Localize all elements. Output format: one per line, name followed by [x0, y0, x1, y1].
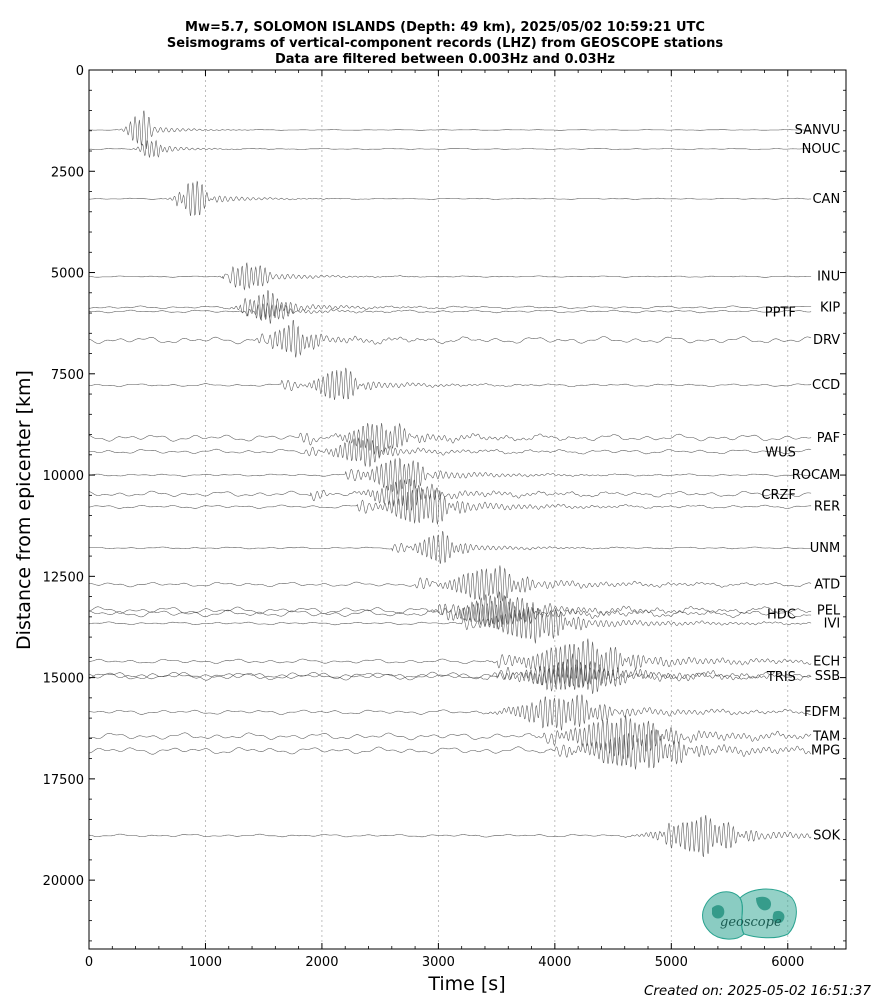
trace-hdc — [88, 596, 812, 627]
x-tick-label: 2000 — [305, 955, 338, 970]
trace-kip — [89, 290, 812, 325]
axis-ticks: 0 1000 2000 3000 4000 5000 6000 0 2500 5000 7500 10… — [43, 64, 846, 970]
y-tick-label: 2500 — [51, 165, 84, 180]
trace-ssb — [89, 653, 812, 694]
y-tick-label: 5000 — [51, 267, 84, 282]
x-axis-label: Time [s] — [427, 973, 505, 995]
trace-wus — [88, 437, 812, 468]
continents-icon — [712, 896, 785, 924]
station-label-ccd: CCD — [812, 378, 840, 393]
x-tick-label: 5000 — [655, 955, 688, 970]
station-label-rer: RER — [814, 500, 840, 515]
trace-unm — [89, 530, 812, 564]
station-label-ssb: SSB — [815, 669, 840, 684]
x-tick-label: 3000 — [422, 955, 455, 970]
station-label-fdfm: FDFM — [804, 705, 840, 720]
station-label-wus: WUS — [765, 446, 796, 461]
trace-tris — [88, 662, 812, 689]
trace-rer — [88, 487, 812, 525]
geoscope-logo: geoscope — [702, 888, 797, 940]
y-tick-label: 17500 — [43, 773, 84, 788]
trace-drv — [89, 319, 812, 358]
station-label-ech: ECH — [813, 654, 840, 669]
chart-title-line-3: Data are filtered between 0.003Hz and 0.… — [275, 52, 615, 67]
station-label-hdc: HDC — [767, 608, 796, 623]
trace-tam — [88, 715, 812, 760]
station-label-ivi: IVI — [824, 616, 841, 631]
y-tick-label: 7500 — [51, 368, 84, 383]
trace-crzf — [88, 478, 812, 511]
y-tick-label: 15000 — [43, 672, 84, 687]
station-label-can: CAN — [812, 192, 840, 207]
trace-nouc — [89, 139, 812, 159]
station-label-pptf: PPTF — [765, 305, 796, 320]
trace-rocam — [89, 457, 812, 495]
trace-ivi — [88, 602, 812, 644]
station-labels: SANVU NOUC CAN INU KIP PPTF DRV CCD PAF WUS ROCAM C… — [761, 123, 841, 844]
plot-frame — [88, 69, 847, 950]
station-label-unm: UNM — [810, 541, 840, 556]
station-label-inu: INU — [817, 270, 840, 285]
y-axis-label: Distance from epicenter [km] — [13, 370, 35, 650]
station-label-paf: PAF — [817, 431, 840, 446]
station-label-drv: DRV — [813, 333, 840, 348]
globe-right-icon — [739, 888, 797, 939]
chart-title-line-1: Mw=5.7, SOLOMON ISLANDS (Depth: 49 km), … — [185, 20, 705, 35]
trace-can — [89, 180, 812, 217]
y-tick-label: 10000 — [43, 469, 84, 484]
y-tick-label: 20000 — [43, 874, 84, 889]
seismogram-traces — [88, 110, 812, 857]
trace-ech — [89, 638, 812, 685]
y-tick-label: 12500 — [43, 570, 84, 585]
trace-ccd — [88, 367, 812, 400]
station-label-kip: KIP — [820, 300, 840, 315]
x-tick-label: 1000 — [189, 955, 222, 970]
station-label-tris: TRIS — [766, 670, 796, 685]
station-label-sok: SOK — [813, 829, 840, 844]
grid-lines — [205, 70, 789, 949]
x-tick-label: 0 — [85, 955, 93, 970]
trace-sok — [88, 814, 812, 857]
station-label-pel: PEL — [817, 603, 841, 618]
y-tick-label: 0 — [76, 64, 84, 79]
trace-atd — [89, 565, 812, 602]
x-tick-label: 6000 — [771, 955, 804, 970]
trace-fdfm — [88, 694, 812, 731]
created-on-text: Created on: 2025-05-02 16:51:37 — [644, 983, 871, 999]
station-label-rocam: ROCAM — [792, 468, 840, 483]
station-label-sanvu: SANVU — [795, 123, 841, 138]
trace-paf — [88, 422, 812, 459]
trace-pptf — [89, 302, 812, 320]
trace-mpg — [89, 729, 812, 770]
trace-inu — [88, 262, 812, 291]
station-label-nouc: NOUC — [802, 142, 841, 157]
station-label-atd: ATD — [814, 577, 840, 592]
station-label-crzf: CRZF — [761, 488, 796, 503]
logo-text: geoscope — [720, 915, 782, 930]
station-label-tam: TAM — [812, 729, 840, 744]
x-tick-label: 4000 — [538, 955, 571, 970]
chart-title-line-2: Seismograms of vertical-component record… — [167, 36, 723, 51]
station-label-mpg: MPG — [811, 744, 840, 759]
trace-sanvu — [89, 110, 812, 149]
